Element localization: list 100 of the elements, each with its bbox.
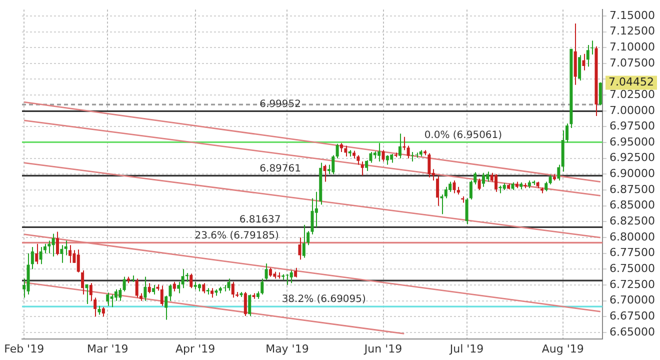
candlestick: [81, 270, 84, 295]
candlestick: [106, 292, 110, 306]
candlestick: [160, 285, 164, 306]
x-tick-label: May '19: [266, 342, 309, 356]
candlestick: [436, 176, 440, 206]
candlestick: [264, 262, 268, 280]
candlestick: [102, 306, 105, 318]
ref-line-label: 6.81637: [239, 214, 281, 226]
ref-line-label: 38.2% (6.69095): [282, 294, 366, 306]
candlestick: [452, 180, 456, 194]
candlestick: [486, 171, 490, 182]
candlestick: [248, 294, 252, 317]
x-tick-label: Jul '19: [448, 342, 484, 356]
ref-line-label: 23.6% (6.79185): [194, 230, 279, 242]
x-tick-label: Apr '19: [176, 342, 216, 356]
candlestick: [210, 288, 214, 298]
candlestick: [190, 273, 193, 289]
candlestick: [148, 282, 151, 294]
y-tick-label: 6.82500: [610, 214, 656, 228]
candlestick: [118, 288, 122, 302]
candlestick: [60, 244, 64, 264]
candlestick: [360, 161, 364, 176]
candlestick: [260, 278, 264, 295]
candlestick: [48, 240, 51, 254]
y-tick-label: 6.90000: [610, 167, 656, 180]
candlestick: [398, 133, 402, 159]
y-tick-label: 6.65000: [610, 325, 656, 338]
candlestick: [168, 284, 172, 302]
y-tick-label: 7.12500: [610, 24, 656, 38]
candlestick: [440, 194, 444, 215]
text: 7.04452: [608, 76, 654, 89]
candlestick: [582, 53, 586, 71]
candlestick: [406, 145, 410, 159]
candlestick: [135, 278, 138, 298]
ref-line-label: 6.89761: [260, 163, 302, 174]
y-tick-label: 6.85000: [610, 198, 656, 212]
candlestick: [544, 181, 548, 192]
candlestick: [294, 267, 298, 278]
y-tick-label: 7.10000: [610, 40, 656, 54]
candlestick: [302, 224, 306, 258]
candlestick: [323, 164, 326, 182]
candlestick: [290, 270, 293, 284]
candlestick: [382, 150, 385, 162]
candlestick: [410, 152, 414, 162]
y-tick-label: 6.70000: [610, 294, 656, 307]
candlestick: [336, 143, 339, 159]
candlestick: [68, 244, 72, 264]
candlestick: [332, 154, 335, 175]
candlestick: [548, 174, 552, 185]
candlestick: [227, 278, 230, 292]
candlestick: [164, 295, 168, 320]
y-tick-label: 6.75000: [610, 262, 656, 276]
y-tick-label: 7.15000: [610, 8, 656, 22]
y-tick-label: 6.95000: [610, 135, 656, 148]
candlestick: [494, 174, 498, 192]
candlestick: [30, 246, 34, 270]
y-tick-label: 6.80000: [610, 230, 656, 244]
candlestick: [152, 284, 156, 295]
candlestick: [244, 291, 247, 317]
candlestick: [482, 172, 485, 188]
candlestick: [202, 282, 206, 294]
candlestick: [56, 231, 60, 256]
candlestick: [386, 154, 389, 166]
candlestick: [85, 284, 88, 304]
x-tick-label: Jun '19: [363, 342, 402, 356]
y-tick-label: 6.92500: [610, 151, 656, 164]
candlestick: [231, 281, 234, 298]
candlestick: [598, 82, 602, 106]
candlestick: [35, 243, 38, 265]
x-tick-label: Aug '19: [542, 342, 584, 356]
candlestick: [344, 145, 348, 157]
candlestick: [144, 276, 147, 302]
y-tick-label: 7.02500: [610, 88, 656, 101]
x-tick-label: Mar '19: [86, 342, 128, 356]
y-tick-label: 6.87500: [610, 182, 656, 196]
candlestick: [298, 237, 302, 260]
candlestick: [356, 154, 360, 166]
x-tick-label: Feb '19: [4, 342, 44, 356]
candlestick: [110, 294, 114, 308]
candlestick: [181, 268, 184, 289]
y-tick-label: 7.00000: [610, 104, 656, 117]
candlestick: [122, 276, 126, 292]
y-tick-label: 6.97500: [610, 120, 656, 133]
candlestick: [586, 44, 590, 68]
ref-line-label: 0.0% (6.95061): [424, 130, 502, 141]
candlestick: [478, 178, 481, 191]
candlestick: [378, 142, 381, 162]
candlestick: [465, 198, 468, 225]
candlestick: [310, 198, 314, 235]
y-tick-label: 6.77500: [610, 246, 656, 260]
candlestick: [52, 233, 55, 257]
candlestick: [39, 246, 42, 265]
candlestick: [172, 281, 176, 292]
y-tick-label: 6.67500: [610, 310, 656, 322]
candlestick: [314, 191, 318, 228]
candlestick: [428, 152, 431, 178]
ref-line-label: 6.99952: [260, 98, 302, 110]
y-tick-label: 6.72500: [610, 278, 656, 291]
candlestick: [76, 249, 80, 273]
candlestick: [578, 54, 582, 82]
